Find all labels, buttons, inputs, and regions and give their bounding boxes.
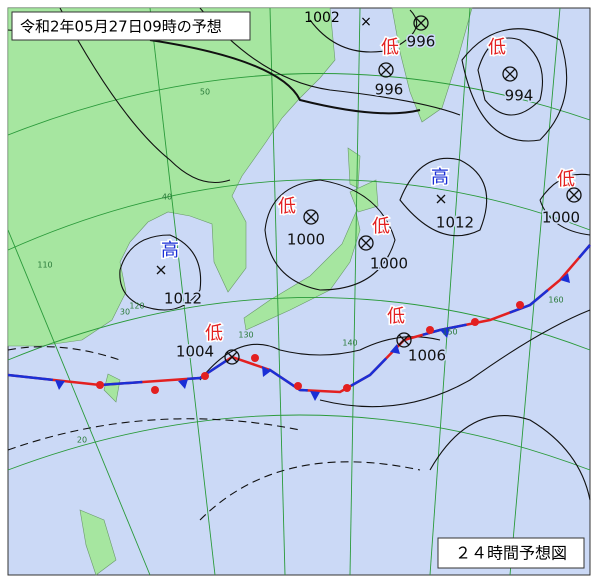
grid-label: 20 — [77, 436, 87, 445]
pressure-label: 1012 — [436, 214, 474, 232]
grid-label: 130 — [238, 331, 253, 340]
footer-box — [437, 537, 585, 569]
graticule — [7, 7, 591, 576]
low-center-cross — [398, 334, 410, 346]
low-center — [224, 349, 240, 365]
grid-label: 40 — [162, 193, 172, 202]
low-center — [413, 15, 429, 31]
high-center — [436, 194, 446, 204]
grid-label: 160 — [548, 296, 563, 305]
low-center-cross — [360, 237, 372, 249]
isobar-label: 1002 — [304, 10, 340, 26]
grid-label: 150 — [442, 328, 457, 337]
system-type: 高 — [431, 167, 449, 188]
grid-label: 30 — [120, 308, 130, 317]
grid-label: 110 — [37, 261, 52, 270]
pressure-label: 996 — [407, 33, 436, 51]
pressure-label: 1012 — [164, 290, 202, 308]
system-type: 低 — [557, 169, 575, 190]
pressure-label: 1004 — [176, 343, 214, 361]
low-center-cross — [568, 189, 580, 201]
low-center — [502, 66, 518, 82]
pressure-label: 1000 — [370, 255, 408, 273]
low-center — [378, 62, 394, 78]
system-type: 高 — [161, 240, 179, 261]
grid-labels: 50 40 30 20 110 120 130 140 150 160 — [37, 88, 563, 445]
low-center — [396, 332, 412, 348]
low-center — [303, 209, 319, 225]
low-center-cross — [415, 17, 427, 29]
low-center: × — [360, 14, 372, 30]
system-type: 低 — [372, 216, 390, 237]
low-center — [566, 187, 582, 203]
title: 令和2年05月27日09時の予想 — [20, 18, 222, 36]
pressure-label: 1006 — [408, 347, 446, 365]
pressure-label: 996 — [375, 81, 404, 99]
low-center-cross — [226, 351, 238, 363]
land — [7, 7, 473, 576]
low-center-cross — [305, 211, 317, 223]
grid-label: 140 — [342, 339, 357, 348]
low-center-cross — [504, 68, 516, 80]
title-box — [11, 11, 251, 41]
stationary-front — [7, 244, 591, 401]
pressure-label: 1000 — [287, 231, 325, 249]
pressure-label: 1000 — [542, 209, 580, 227]
footer: ２４時間予想図 — [455, 544, 567, 563]
pressure-label: 994 — [505, 87, 534, 105]
grid-label: 120 — [129, 302, 144, 311]
low-center — [358, 235, 374, 251]
grid-label: 50 — [200, 88, 210, 97]
high-center — [156, 265, 166, 275]
low-center-cross — [380, 64, 392, 76]
system-type: 低 — [387, 306, 405, 327]
system-type: 低 — [205, 323, 223, 344]
system-type: 低 — [381, 37, 399, 58]
system-type: 低 — [278, 196, 296, 217]
pressure-systems: 低 996996低994高1012低1000低1000低1000高1012低100… — [156, 15, 582, 366]
system-type: 低 — [488, 37, 506, 58]
